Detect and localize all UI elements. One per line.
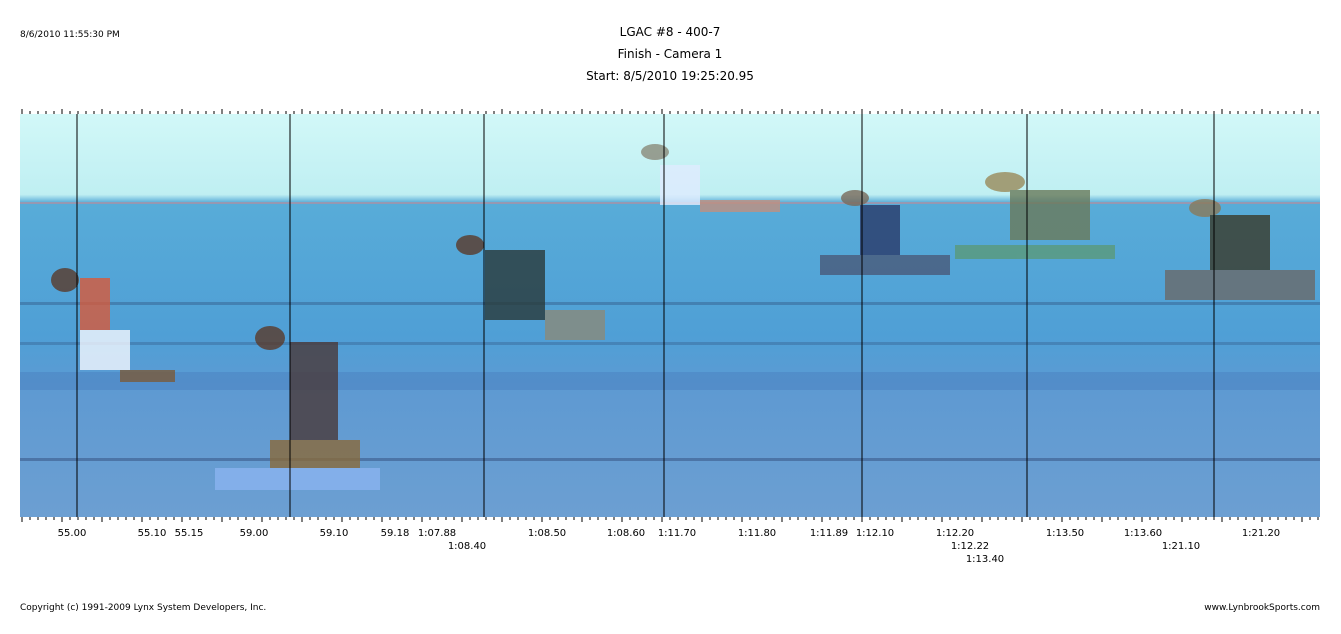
title: LGAC #8 - 400-7 <box>620 25 721 39</box>
time-label: 1:08.40 <box>448 541 486 552</box>
start-time: Start: 8/5/2010 19:25:20.95 <box>586 69 754 83</box>
time-label: 1:07.88 <box>418 528 456 539</box>
time-label: 1:13.50 <box>1046 528 1084 539</box>
website: www.LynbrookSports.com <box>1204 603 1320 613</box>
lane-band <box>20 372 1320 390</box>
time-label: 1:21.10 <box>1162 541 1200 552</box>
time-label: 1:08.60 <box>607 528 645 539</box>
time-label: 1:12.20 <box>936 528 974 539</box>
lane-line <box>20 458 1320 461</box>
time-label: 1:21.20 <box>1242 528 1280 539</box>
time-label: 1:11.80 <box>738 528 776 539</box>
time-label: 1:12.10 <box>856 528 894 539</box>
time-label: 1:11.70 <box>658 528 696 539</box>
time-label: 1:12.22 <box>951 541 989 552</box>
photo <box>20 114 1320 517</box>
time-label: 59.18 <box>381 528 410 539</box>
copyright: Copyright (c) 1991-2009 Lynx System Deve… <box>20 603 266 613</box>
time-label: 1:08.50 <box>528 528 566 539</box>
time-label: 59.10 <box>320 528 349 539</box>
time-label: 1:13.60 <box>1124 528 1162 539</box>
subtitle: Finish - Camera 1 <box>618 47 723 61</box>
time-label: 55.10 <box>138 528 167 539</box>
time-label: 55.15 <box>175 528 204 539</box>
time-labels: 55.00 55.10 55.15 59.00 59.10 59.18 1:07.88 1:0… <box>58 528 1281 565</box>
time-label: 55.00 <box>58 528 87 539</box>
lane-line <box>20 342 1320 345</box>
time-label: 59.00 <box>240 528 269 539</box>
timestamp: 8/6/2010 11:55:30 PM <box>20 30 120 40</box>
time-label: 1:13.40 <box>966 554 1004 565</box>
tick-marks <box>21 109 1319 522</box>
runners <box>51 144 1315 490</box>
lane-line <box>20 302 1320 305</box>
time-label: 1:11.89 <box>810 528 848 539</box>
